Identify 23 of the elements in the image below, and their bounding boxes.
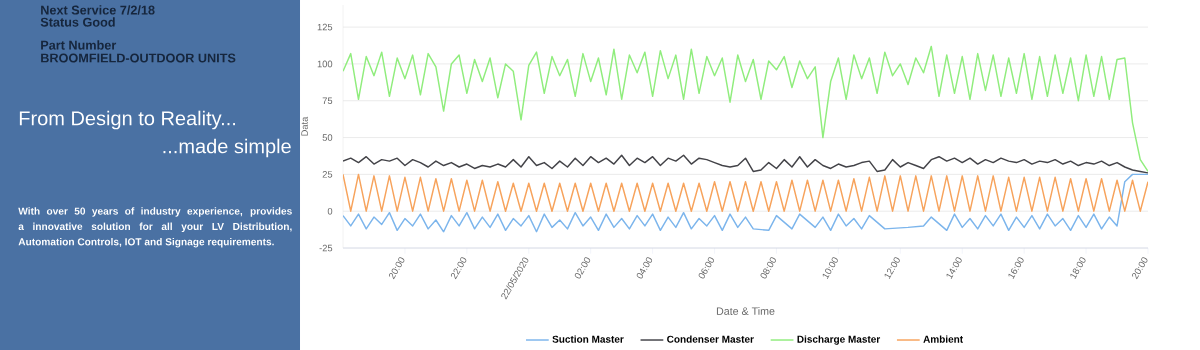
- line-series: [343, 45, 1149, 173]
- text: Next Service 7/2/18: [41, 5, 155, 15]
- y-tick-label: 75: [322, 97, 333, 104]
- text: Status Good: [40, 17, 115, 27]
- text: From Design to Reality...: [19, 110, 236, 130]
- y-axis-title: Data: [301, 116, 308, 136]
- y-tick-label: -25: [319, 244, 333, 252]
- y-tick-label: 125: [317, 23, 333, 31]
- text: BROOMFIELD-OUTDOOR UNITS: [41, 53, 236, 63]
- y-tick-label: 0: [327, 207, 333, 215]
- legend-label: Discharge Master: [797, 335, 881, 345]
- text: Part Number: [41, 40, 117, 50]
- x-axis-title: Date & Time: [716, 307, 775, 315]
- line-series: [343, 173, 1149, 212]
- y-tick-label: 100: [317, 60, 333, 68]
- text: ...made simple: [163, 138, 291, 158]
- y-tick-label: 50: [322, 134, 333, 141]
- legend-label: Condenser Master: [667, 335, 754, 343]
- y-tick-label: 25: [322, 171, 333, 178]
- legend-label: Ambient: [923, 335, 963, 343]
- line-series: [343, 154, 1149, 174]
- legend-label: Suction Master: [552, 335, 624, 343]
- text: With over 50 years of industry experience, provides a innovative solution for all your LV Distribution, Automation Controls, IOT and Signage requirements.: [18, 207, 292, 248]
